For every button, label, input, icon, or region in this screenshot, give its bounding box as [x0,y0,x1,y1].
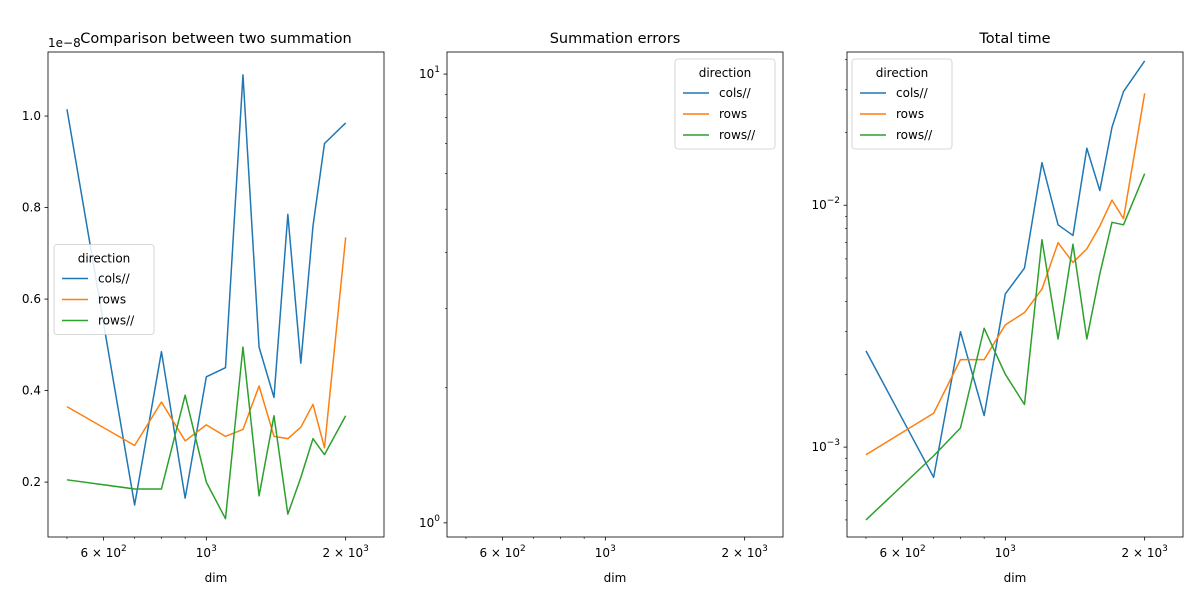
series-group [865,60,1146,521]
legend-title: direction [78,252,131,266]
series-line-cols-0 [865,60,1146,479]
x-tick-label: 2 × 103 [323,544,369,560]
legend-label: rows// [98,314,135,328]
y-tick-label: 1.0 [22,109,41,123]
x-tick-label: 103 [995,544,1016,560]
legend-label: rows// [719,128,756,142]
y-tick-label: 10−2 [811,196,840,212]
y-tick-label: 0.6 [22,292,41,306]
legend-title: direction [699,66,752,80]
legend: direction cols// rows rows// [53,244,155,335]
y-tick-label: 100 [419,514,440,530]
series-line-rows-2 [865,173,1146,521]
legend-title: direction [876,66,929,80]
panel-1: 6 × 102 103 2 × 103 0.2 0.4 0.6 0.8 1.0 1e−8 Comp… [22,31,385,585]
chart-title: Summation errors [550,31,681,47]
axes-frame [446,51,784,538]
x-tick-label: 103 [595,544,616,560]
legend-label: cols// [98,272,131,286]
axes-frame [47,51,385,538]
panel-2: 6 × 102 103 2 × 103 100 101 Summation errors d… [419,31,784,585]
legend-box [53,244,155,335]
chart-title: Total time [978,31,1050,47]
x-tick-label: 2 × 103 [1122,544,1168,560]
legend: direction cols// rows rows// [674,58,776,150]
series-line-rows-2 [66,346,347,520]
series-group [66,74,347,520]
y-tick-label: 101 [419,65,440,81]
x-tick-label: 6 × 102 [479,544,525,560]
x-tick-label: 103 [196,544,217,560]
x-axis-label: dim [1004,571,1027,585]
x-tick-label: 2 × 103 [722,544,768,560]
axes-frame [846,51,1184,538]
series-line-rows-1 [865,93,1146,456]
legend-label: rows [98,293,126,307]
y-tick-label: 0.4 [22,384,41,398]
y-tick-label: 10−3 [811,438,840,454]
legend-label: rows// [896,128,933,142]
y-offset-label: 1e−8 [48,36,81,50]
legend-box [674,58,776,150]
legend-label: rows [719,107,747,121]
legend-label: cols// [896,86,929,100]
legend-label: cols// [719,86,752,100]
legend: direction cols// rows rows// [851,58,953,150]
x-tick-label: 6 × 102 [879,544,925,560]
y-tick-label: 0.8 [22,201,41,215]
y-tick-label: 0.2 [22,475,41,489]
legend-label: rows [896,107,924,121]
series-line-rows-1 [66,237,347,449]
chart-title: Comparison between two summation [80,31,351,47]
x-tick-label: 6 × 102 [80,544,126,560]
legend-box [851,58,953,150]
panel-3: 6 × 102 103 2 × 103 10−3 10−2 Total time dim di… [811,31,1184,585]
x-axis-label: dim [604,571,627,585]
series-line-cols-0 [66,74,347,506]
x-axis-label: dim [205,571,228,585]
